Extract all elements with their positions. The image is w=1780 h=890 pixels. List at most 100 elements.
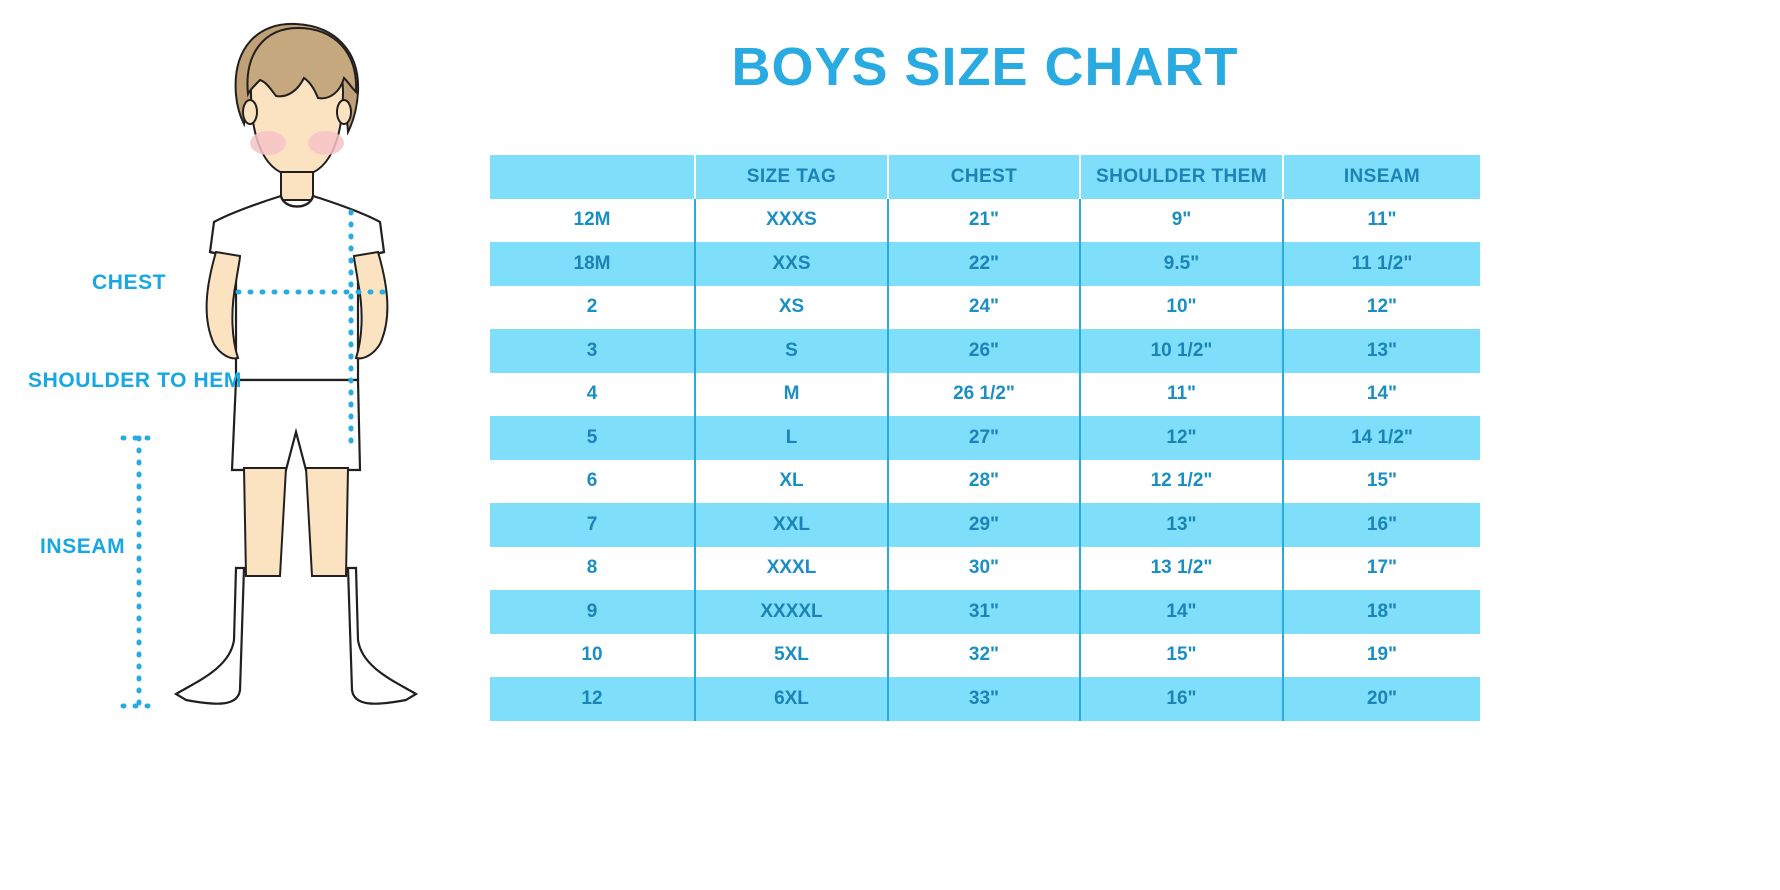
cell-age: 7 <box>490 503 695 547</box>
cell-inseam: 20" <box>1282 677 1480 721</box>
cell-shoulder-them: 15" <box>1079 633 1283 677</box>
ear-left <box>242 99 258 125</box>
cell-chest: 26 1/2" <box>887 372 1080 416</box>
header-row: SIZE TAG CHEST SHOULDER THEM INSEAM <box>490 155 1480 199</box>
cell-chest: 30" <box>887 546 1080 590</box>
cell-shoulder-them: 13 1/2" <box>1079 546 1283 590</box>
column-header-size-tag: SIZE TAG <box>694 155 888 199</box>
cell-shoulder-them: 10" <box>1079 285 1283 329</box>
column-header-age <box>490 155 695 199</box>
table-row: 5 L 27" 12" 14 1/2" <box>490 416 1480 460</box>
cell-age: 9 <box>490 590 695 634</box>
cell-inseam: 14" <box>1282 372 1480 416</box>
sock-right <box>346 566 419 705</box>
cell-size-tag: L <box>694 416 888 460</box>
cell-chest: 31" <box>887 590 1080 634</box>
table-row: 4 M 26 1/2" 11" 14" <box>490 372 1480 416</box>
shorts <box>230 378 362 472</box>
cell-age: 6 <box>490 459 695 503</box>
cell-shoulder-them: 12" <box>1079 416 1283 460</box>
chest-measure-label: CHEST <box>92 271 167 294</box>
neck <box>280 171 314 201</box>
cell-size-tag: 6XL <box>694 677 888 721</box>
cell-age: 12M <box>490 198 695 242</box>
table-row: 3 S 26" 10 1/2" 13" <box>490 329 1480 373</box>
cell-inseam: 15" <box>1282 459 1480 503</box>
cell-inseam: 11 1/2" <box>1282 242 1480 286</box>
table-row: 8 XXXL 30" 13 1/2" 17" <box>490 546 1480 590</box>
collar <box>279 195 315 208</box>
arm-left <box>205 250 242 360</box>
cell-age: 2 <box>490 285 695 329</box>
cell-inseam: 14 1/2" <box>1282 416 1480 460</box>
ear-right <box>336 99 352 125</box>
cell-size-tag: 5XL <box>694 633 888 677</box>
cell-inseam: 18" <box>1282 590 1480 634</box>
cell-size-tag: XXXXL <box>694 590 888 634</box>
cheek-right <box>308 131 344 155</box>
column-header-inseam: INSEAM <box>1282 155 1480 199</box>
cell-shoulder-them: 10 1/2" <box>1079 329 1283 373</box>
inseam-measure-label: INSEAM <box>40 535 126 558</box>
table-row: 7 XXL 29" 13" 16" <box>490 503 1480 547</box>
cell-inseam: 16" <box>1282 503 1480 547</box>
cell-size-tag: XL <box>694 459 888 503</box>
cell-chest: 32" <box>887 633 1080 677</box>
table-row: 6 XL 28" 12 1/2" 15" <box>490 459 1480 503</box>
cell-shoulder-them: 9.5" <box>1079 242 1283 286</box>
cell-size-tag: XXS <box>694 242 888 286</box>
arm-right <box>352 250 389 360</box>
table-body: 12M XXXS 21" 9" 11" 18M XXS 22" 9.5" 11 1/2" 2 XS 24… <box>490 198 1480 721</box>
cell-size-tag: XXXS <box>694 198 888 242</box>
boy-illustration: CHEST SHOULDER TO HEM INSEAM <box>0 0 470 890</box>
cell-age: 5 <box>490 416 695 460</box>
table-row: 12 6XL 33" 16" 20" <box>490 677 1480 721</box>
cell-shoulder-them: 12 1/2" <box>1079 459 1283 503</box>
cell-chest: 26" <box>887 329 1080 373</box>
leg-right <box>304 467 350 577</box>
cell-inseam: 19" <box>1282 633 1480 677</box>
cheek-left <box>250 131 286 155</box>
size-chart-table-wrapper: SIZE TAG CHEST SHOULDER THEM INSEAM 12M XXXS… <box>490 155 1480 721</box>
column-header-chest: CHEST <box>887 155 1080 199</box>
boy-figure-svg <box>120 22 419 709</box>
cell-size-tag: XXL <box>694 503 888 547</box>
table-row: 2 XS 24" 10" 12" <box>490 285 1480 329</box>
cell-shoulder-them: 13" <box>1079 503 1283 547</box>
cell-age: 8 <box>490 546 695 590</box>
cell-age: 3 <box>490 329 695 373</box>
page-title: BOYS SIZE CHART <box>731 37 1239 97</box>
size-chart-table: SIZE TAG CHEST SHOULDER THEM INSEAM 12M XXXS… <box>490 155 1480 721</box>
table-header: SIZE TAG CHEST SHOULDER THEM INSEAM <box>490 155 1480 199</box>
cell-inseam: 17" <box>1282 546 1480 590</box>
cell-shoulder-them: 14" <box>1079 590 1283 634</box>
cell-chest: 28" <box>887 459 1080 503</box>
table-row: 9 XXXXL 31" 14" 18" <box>490 590 1480 634</box>
cell-age: 12 <box>490 677 695 721</box>
cell-chest: 22" <box>887 242 1080 286</box>
cell-chest: 29" <box>887 503 1080 547</box>
cell-age: 18M <box>490 242 695 286</box>
cell-inseam: 12" <box>1282 285 1480 329</box>
leg-left <box>242 467 288 577</box>
cell-inseam: 13" <box>1282 329 1480 373</box>
shoulder-to-hem-measure-label: SHOULDER TO HEM <box>28 369 242 392</box>
cell-age: 4 <box>490 372 695 416</box>
table-row: 10 5XL 32" 15" 19" <box>490 633 1480 677</box>
cell-chest: 33" <box>887 677 1080 721</box>
cell-shoulder-them: 16" <box>1079 677 1283 721</box>
sock-left <box>173 566 246 705</box>
cell-inseam: 11" <box>1282 198 1480 242</box>
table-row: 18M XXS 22" 9.5" 11 1/2" <box>490 242 1480 286</box>
cell-chest: 21" <box>887 198 1080 242</box>
table-row: 12M XXXS 21" 9" 11" <box>490 198 1480 242</box>
cell-chest: 24" <box>887 285 1080 329</box>
cell-size-tag: XXXL <box>694 546 888 590</box>
hair-fringe <box>246 26 358 100</box>
cell-age: 10 <box>490 633 695 677</box>
cell-size-tag: S <box>694 329 888 373</box>
cell-size-tag: XS <box>694 285 888 329</box>
cell-chest: 27" <box>887 416 1080 460</box>
cell-size-tag: M <box>694 372 888 416</box>
